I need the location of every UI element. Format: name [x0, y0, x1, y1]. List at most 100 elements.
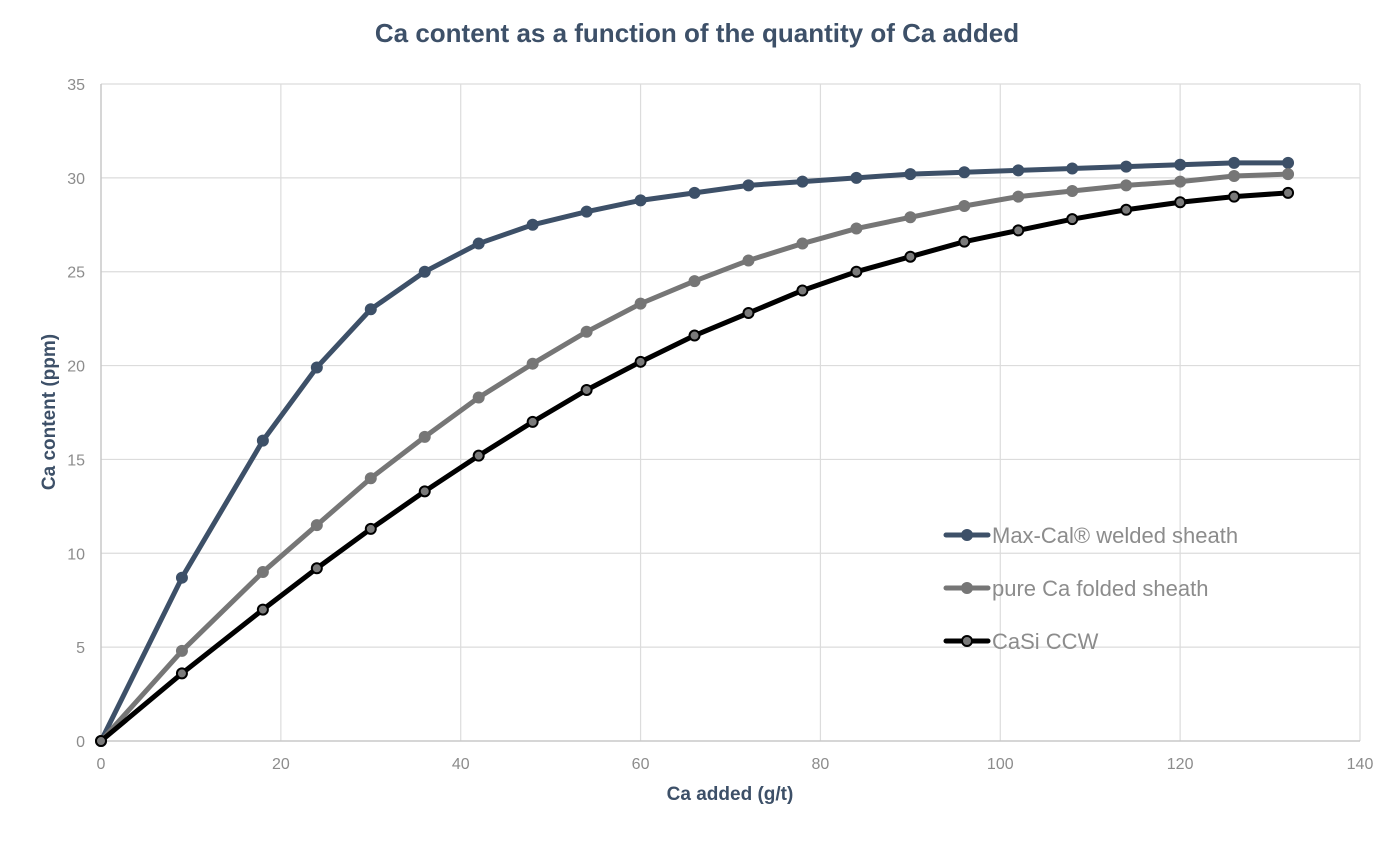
data-point: [472, 237, 485, 250]
x-tick-label: 40: [452, 756, 470, 773]
data-point: [904, 168, 917, 181]
data-point: [1120, 179, 1133, 192]
data-point: [1120, 160, 1133, 173]
y-axis-title: Ca content (ppm): [39, 334, 60, 490]
x-tick-label: 80: [812, 756, 830, 773]
data-point: [1066, 213, 1079, 226]
data-point: [958, 200, 971, 213]
data-point: [796, 284, 809, 297]
tick-labels: 0 20 40 60 80 100 120 140 0 5 10 15 20 25 30 35: [67, 77, 1373, 773]
data-point: [580, 205, 593, 218]
y-tick-label: 15: [67, 452, 85, 469]
data-point: [580, 325, 593, 338]
data-point: [364, 522, 377, 535]
data-point: [364, 303, 377, 316]
legend-label: Max-Cal® welded sheath: [992, 523, 1238, 548]
data-point: [310, 361, 323, 374]
y-tick-label: 5: [76, 640, 85, 657]
grid: [101, 83, 1361, 741]
data-point: [1228, 169, 1241, 182]
data-point: [580, 383, 593, 396]
data-point: [688, 275, 701, 288]
data-point: [1012, 190, 1025, 203]
legend-swatch-marker: [961, 635, 973, 647]
data-point: [1282, 186, 1295, 199]
y-tick-label: 20: [67, 359, 85, 376]
data-point: [1174, 196, 1187, 209]
data-point: [634, 355, 647, 368]
series-line: [98, 171, 1291, 744]
y-tick-label: 25: [67, 265, 85, 282]
series-lines: [95, 156, 1295, 747]
x-tick-label: 120: [1167, 756, 1194, 773]
x-tick-label: 60: [632, 756, 650, 773]
data-point: [1012, 164, 1025, 177]
data-point: [904, 250, 917, 263]
series-line: [98, 160, 1291, 744]
y-tick-label: 0: [76, 734, 85, 751]
data-point: [1012, 224, 1025, 237]
data-point: [1120, 203, 1133, 216]
data-point: [1174, 158, 1187, 171]
chart-title: Ca content as a function of the quantity…: [375, 18, 1019, 48]
data-point: [256, 434, 269, 447]
data-point: [418, 430, 431, 443]
data-point: [958, 166, 971, 179]
data-point: [310, 519, 323, 532]
data-point: [958, 235, 971, 248]
data-point: [418, 485, 431, 498]
data-point: [634, 297, 647, 310]
data-point: [364, 472, 377, 485]
data-point: [310, 562, 323, 575]
data-point: [1282, 156, 1295, 169]
data-point: [742, 254, 755, 267]
data-point: [850, 265, 863, 278]
data-point: [1228, 190, 1241, 203]
data-point: [256, 566, 269, 579]
data-point: [175, 667, 188, 680]
axes: [100, 84, 1360, 742]
legend-item: pure Ca folded sheath: [943, 576, 1209, 601]
data-point: [1174, 175, 1187, 188]
data-point: [256, 603, 269, 616]
x-axis-title: Ca added (g/t): [667, 784, 794, 805]
data-point: [796, 175, 809, 188]
data-point: [796, 237, 809, 250]
data-point: [850, 171, 863, 184]
data-point: [526, 415, 539, 428]
data-point: [1282, 168, 1295, 181]
x-tick-label: 100: [987, 756, 1014, 773]
legend-label: pure Ca folded sheath: [992, 576, 1209, 601]
data-point: [1228, 156, 1241, 169]
data-point: [526, 357, 539, 370]
x-tick-label: 140: [1347, 756, 1374, 773]
data-point: [418, 265, 431, 278]
series-2: [95, 186, 1295, 747]
x-tick-label: 0: [97, 756, 106, 773]
data-point: [1066, 184, 1079, 197]
y-tick-label: 30: [67, 171, 85, 188]
legend: Max-Cal® welded sheath pure Ca folded she…: [943, 523, 1238, 654]
data-point: [175, 571, 188, 584]
legend-swatch-marker: [961, 582, 973, 594]
data-point: [634, 194, 647, 207]
legend-label: CaSi CCW: [992, 629, 1099, 654]
y-tick-label: 10: [67, 546, 85, 563]
series-1: [95, 168, 1295, 747]
legend-item: Max-Cal® welded sheath: [943, 523, 1238, 548]
x-tick-label: 20: [272, 756, 290, 773]
data-point: [175, 644, 188, 657]
data-point: [526, 218, 539, 231]
data-point: [1066, 162, 1079, 175]
series-line: [98, 190, 1291, 744]
data-point: [688, 186, 701, 199]
data-point: [904, 211, 917, 224]
y-tick-label: 35: [67, 77, 85, 94]
data-point: [850, 222, 863, 235]
legend-item: CaSi CCW: [943, 629, 1099, 654]
data-point: [742, 307, 755, 320]
series-0: [95, 156, 1295, 747]
data-point: [95, 735, 107, 747]
data-point: [742, 179, 755, 192]
